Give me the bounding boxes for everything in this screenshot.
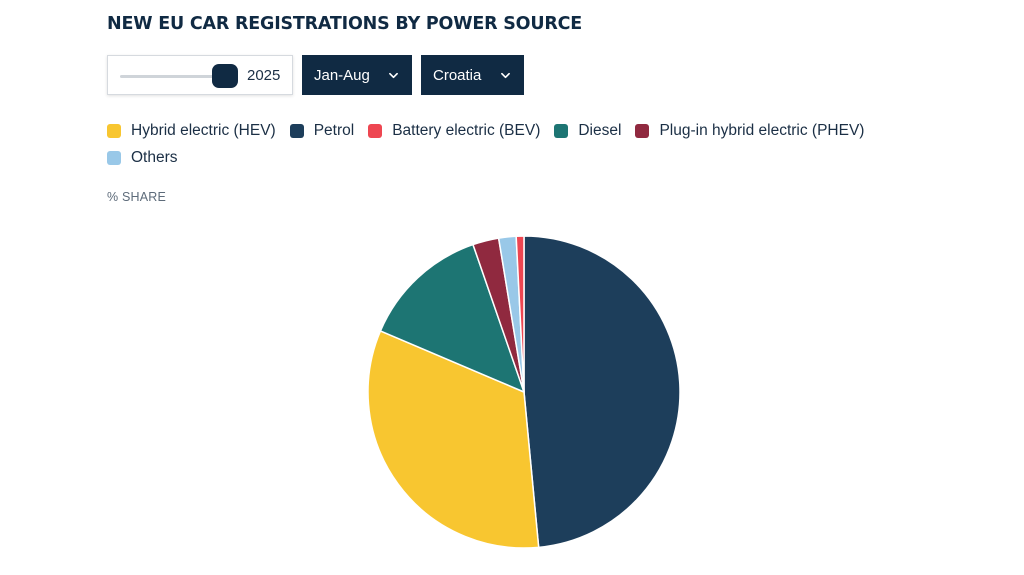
year-slider-track[interactable] — [120, 75, 235, 78]
year-slider-handle[interactable] — [212, 64, 238, 88]
legend-label-phev: Plug-in hybrid electric (PHEV) — [659, 122, 865, 139]
year-slider[interactable]: 2025 — [107, 55, 293, 95]
legend-swatch-bev — [368, 124, 383, 138]
legend-label-diesel: Diesel — [578, 122, 622, 139]
pie-slice-battery-electric-bev[interactable] — [515, 235, 525, 393]
legend-label-others: Others — [131, 149, 178, 166]
pie-slice-diesel[interactable] — [379, 243, 525, 393]
legend-label-petrol: Petrol — [313, 122, 355, 139]
legend-swatch-phev — [635, 124, 650, 138]
legend-label-hev: Hybrid electric (HEV) — [131, 122, 276, 139]
legend-swatch-diesel — [554, 124, 569, 138]
legend-item-diesel[interactable]: Diesel — [554, 122, 621, 140]
legend-swatch-others — [107, 151, 121, 165]
chart-legend: Hybrid electric (HEV) Petrol Battery ele… — [107, 122, 927, 167]
legend-item-others[interactable]: Others — [107, 149, 178, 167]
legend-swatch-petrol — [289, 124, 304, 138]
legend-swatch-hev — [107, 124, 121, 138]
legend-item-bev[interactable]: Battery electric (BEV) — [368, 122, 540, 140]
period-dropdown-label: Jan-Aug — [314, 66, 370, 84]
chevron-down-icon — [389, 72, 398, 78]
pie-slice-petrol[interactable] — [523, 235, 681, 549]
country-dropdown-label: Croatia — [433, 66, 482, 84]
legend-item-petrol[interactable]: Petrol — [289, 122, 355, 140]
chart-title: NEW EU CAR REGISTRATIONS BY POWER SOURCE — [107, 14, 583, 34]
year-value: 2025 — [247, 67, 281, 84]
legend-label-bev: Battery electric (BEV) — [392, 122, 541, 139]
unit-label: % SHARE — [107, 190, 167, 204]
legend-item-hev[interactable]: Hybrid electric (HEV) — [107, 122, 276, 140]
country-dropdown[interactable]: Croatia — [421, 55, 524, 95]
chevron-down-icon — [501, 72, 510, 78]
period-dropdown[interactable]: Jan-Aug — [302, 55, 412, 95]
chart-controls: 2025 Jan-Aug Croatia — [107, 55, 524, 97]
pie-slice-hybrid-electric-hev[interactable] — [367, 330, 540, 549]
legend-item-phev[interactable]: Plug-in hybrid electric (PHEV) — [635, 122, 864, 140]
